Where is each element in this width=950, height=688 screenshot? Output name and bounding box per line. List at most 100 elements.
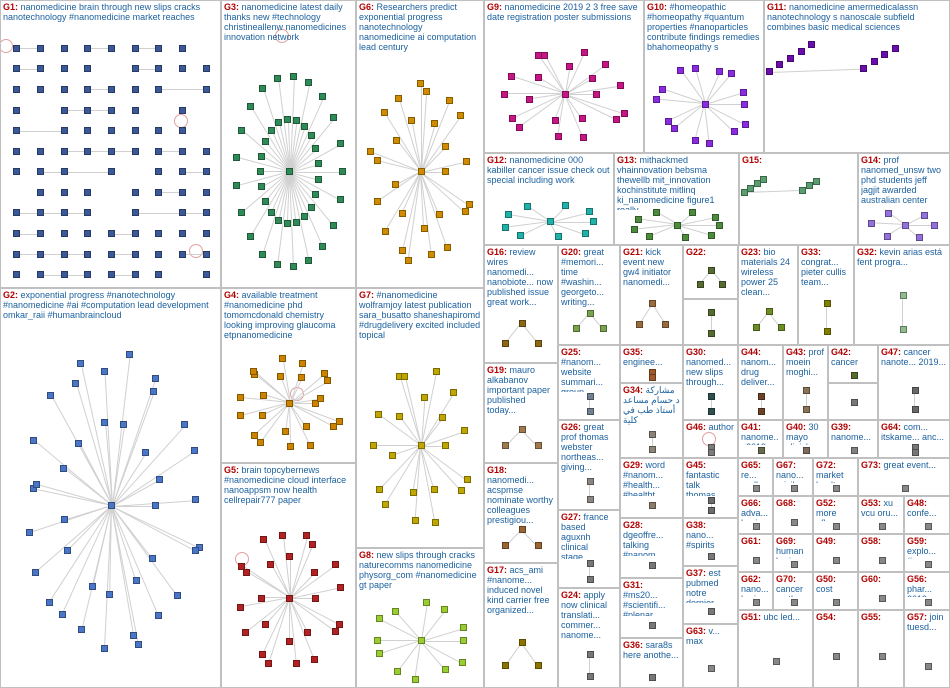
group-panel-g3: G3: nanomedicine latest daily thanks new…: [221, 0, 356, 288]
graph-node: [84, 148, 91, 155]
graph-node: [149, 555, 156, 562]
graph-node: [791, 561, 798, 568]
graph-node: [330, 222, 337, 229]
group-panel-g21: G21: kick event new gw4 initiator nanome…: [620, 245, 683, 345]
graph-node: [719, 281, 726, 288]
group-panel-g63: G63: v... max: [683, 624, 738, 688]
group-panel-g65: G65: re... really: [738, 458, 773, 496]
self-loop: [0, 39, 13, 53]
graph-node: [649, 446, 656, 453]
graph-node: [37, 209, 44, 216]
graph-node: [59, 611, 66, 618]
graph-node: [265, 660, 272, 667]
panel-label: G56: phar... 2019...: [907, 574, 947, 597]
group-panel-g9: G9: nanomedicine 2019 2 3 free save date…: [484, 0, 644, 153]
graph-node: [108, 230, 115, 237]
graph-node: [367, 148, 374, 155]
graph-node: [247, 103, 254, 110]
graph-node: [741, 101, 748, 108]
graph-node: [299, 360, 306, 367]
graph-node: [431, 120, 438, 127]
graph-node: [150, 388, 157, 395]
graph-node: [132, 271, 139, 278]
graph-node: [502, 662, 509, 669]
graph-node: [61, 65, 68, 72]
graph-node: [237, 394, 244, 401]
group-panel-g6: G6: Researchers predict exponential prog…: [356, 0, 484, 288]
graph-node: [600, 325, 607, 332]
graph-node: [662, 321, 669, 328]
graph-node: [791, 599, 798, 606]
graph-node: [708, 309, 715, 316]
graph-node: [284, 116, 291, 123]
graph-node: [101, 368, 108, 375]
graph-node: [108, 502, 115, 509]
graph-node: [436, 211, 443, 218]
graph-node: [13, 127, 20, 134]
panel-label: G67: nano... privil...: [776, 460, 810, 483]
graph-node: [925, 561, 932, 568]
graph-node: [13, 251, 20, 258]
graph-node: [179, 251, 186, 258]
graph-node: [925, 663, 932, 670]
graph-node: [268, 209, 275, 216]
group-panel-g23: G23: bio materials 24 wireless power 25 …: [738, 245, 798, 345]
graph-node: [155, 65, 162, 72]
graph-node: [708, 267, 715, 274]
graph-node: [516, 124, 523, 131]
graph-node: [586, 208, 593, 215]
graph-node: [120, 421, 127, 428]
group-panel-g54: G54:: [813, 610, 858, 688]
graph-node: [399, 247, 406, 254]
graph-node: [778, 324, 785, 331]
panel-label: G53: xu vcu oru...: [861, 498, 901, 518]
graph-node: [432, 519, 439, 526]
panel-label: G11: nanomedicine amermedicalassn nanote…: [767, 2, 947, 32]
graph-node: [702, 101, 709, 108]
graph-node: [237, 412, 244, 419]
graph-node: [84, 65, 91, 72]
group-panel-g12: G12: nanomedicine 000 kabiller cancer is…: [484, 153, 614, 245]
graph-node: [418, 442, 425, 449]
graph-node: [108, 86, 115, 93]
graph-node: [697, 281, 704, 288]
graph-node: [286, 553, 293, 560]
graph-node: [399, 210, 406, 217]
panel-label: G46: author: [686, 422, 735, 432]
graph-node: [692, 65, 699, 72]
graph-node: [418, 168, 425, 175]
panel-label: G30: nanomed... new slips through...: [686, 347, 735, 387]
panel-label: G21: kick event new gw4 initiator nanome…: [623, 247, 680, 287]
graph-node: [646, 233, 653, 240]
graph-node: [912, 406, 919, 413]
graph-node: [813, 178, 820, 185]
graph-node: [293, 117, 300, 124]
panel-label: G32: kevin arias está fent progra...: [857, 247, 947, 267]
graph-node: [824, 328, 831, 335]
panel-label: G28: dgeoffre... talking #nanom... nexus…: [623, 520, 680, 556]
graph-node: [659, 86, 666, 93]
group-panel-g5: G5: brain topcybernews #nanomedicine clo…: [221, 463, 356, 688]
graph-node: [502, 442, 509, 449]
graph-node: [61, 209, 68, 216]
graph-node: [181, 421, 188, 428]
graph-node: [258, 595, 265, 602]
group-panel-g40: G40: 30 mayo clinic's...: [783, 420, 828, 458]
panel-label: G45: fantastic talk thomas...: [686, 460, 735, 496]
graph-node: [301, 213, 308, 220]
graph-node: [258, 153, 265, 160]
graph-node: [179, 127, 186, 134]
graph-node: [931, 222, 938, 229]
graph-node: [374, 637, 381, 644]
graph-node: [393, 137, 400, 144]
graph-node: [142, 449, 149, 456]
graph-node: [89, 583, 96, 590]
graph-node: [587, 478, 594, 485]
graph-node: [552, 117, 559, 124]
graph-node: [268, 127, 275, 134]
graph-node: [33, 481, 40, 488]
panel-label: G44: nanom... drug deliver...: [741, 347, 780, 387]
graph-node: [286, 400, 293, 407]
graph-node: [649, 562, 656, 569]
group-panel-g60: G60:: [858, 572, 904, 610]
